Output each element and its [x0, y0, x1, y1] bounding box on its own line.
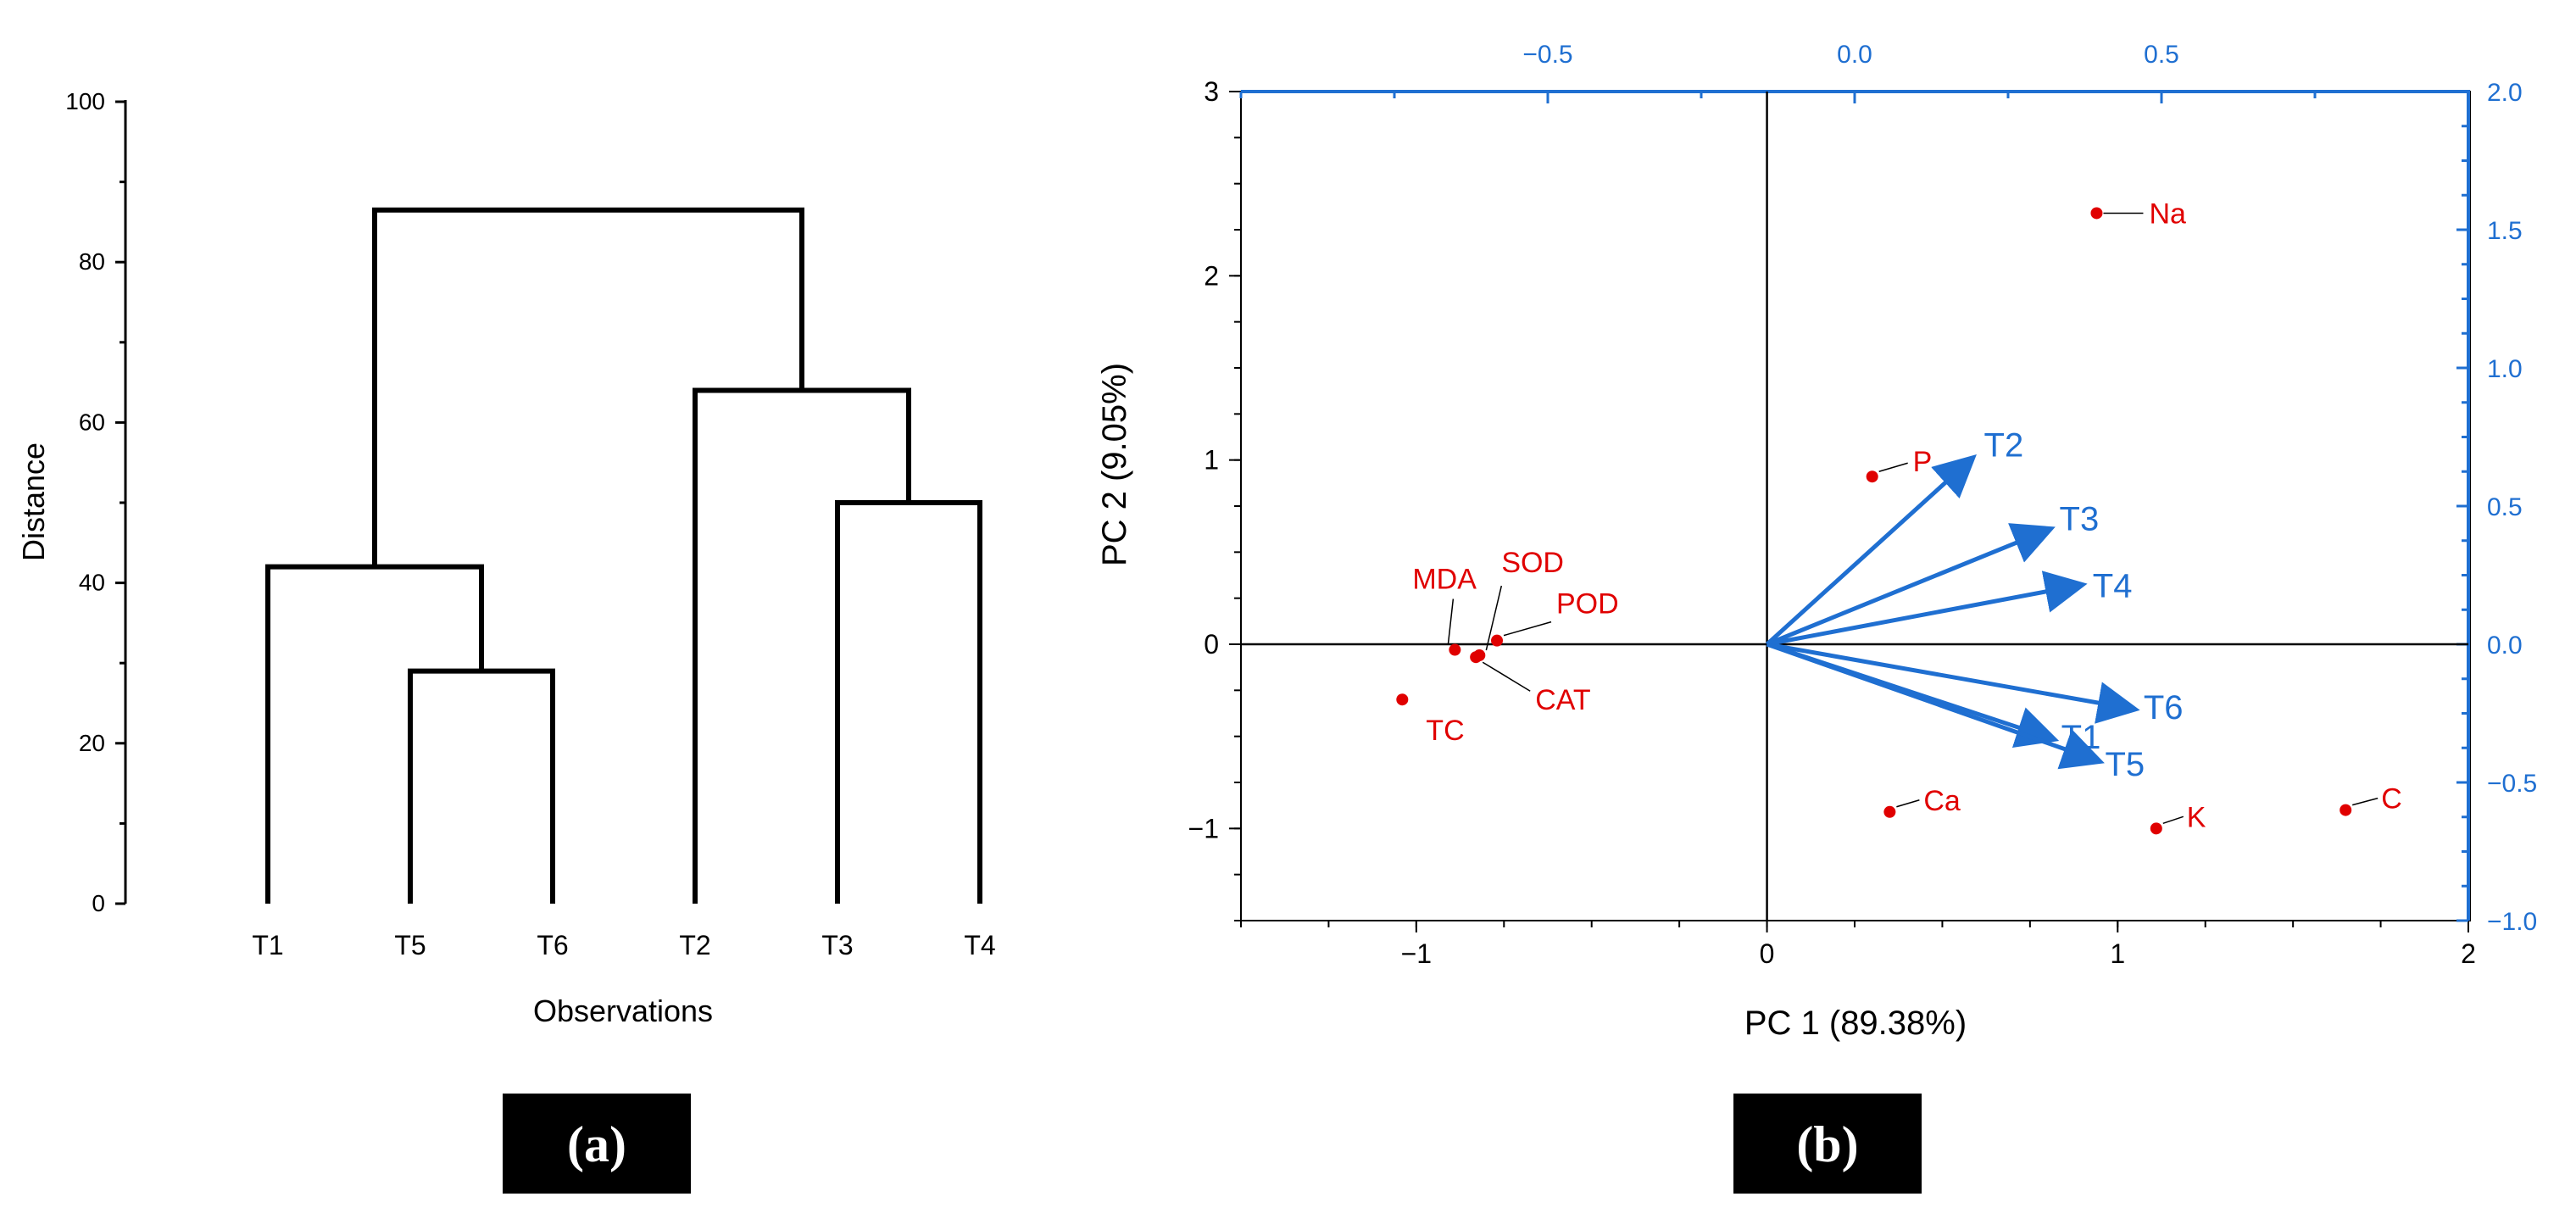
- point-label-mda: MDA: [1412, 564, 1477, 596]
- dendrogram-y-title: Distance: [16, 443, 51, 561]
- point-k: [2150, 822, 2162, 835]
- vector-t4: [1766, 571, 2088, 647]
- dendrogram-leaf-label: T2: [679, 930, 710, 960]
- dendrogram-leaf-label: T1: [252, 930, 283, 960]
- vector-t5: [1766, 642, 2105, 770]
- biplot-y-title: PC 2 (9.05%): [1096, 363, 1133, 566]
- dendrogram-leaf-label: T5: [394, 930, 426, 960]
- biplot-y-tick-label: 1: [1204, 445, 1219, 476]
- dendrogram-y-tick-label: 40: [79, 570, 105, 596]
- biplot-x-tick-label: 2: [2461, 938, 2476, 969]
- dendrogram-branch-c4: [693, 387, 911, 904]
- point-label-pod: POD: [1556, 588, 1619, 621]
- biplot-top-tick-label: 0.0: [1837, 41, 1872, 69]
- biplot-frame: [1240, 91, 2471, 921]
- biplot-x-title: PC 1 (89.38%): [1744, 1005, 1967, 1042]
- vector-t2: [1765, 454, 1977, 646]
- point-label-c: C: [2381, 783, 2402, 815]
- point-label-k: K: [2187, 801, 2206, 833]
- dendrogram-y-tick-label: 20: [79, 730, 105, 756]
- dendrogram-branch-c3: [835, 500, 982, 904]
- biplot-y-tick-label: −1: [1188, 813, 1219, 843]
- panel-label-a-text: (a): [567, 1116, 626, 1172]
- dendrogram-leaf-label: T4: [964, 930, 995, 960]
- biplot-y-tick-label: 0: [1204, 629, 1219, 660]
- biplot-right-tick-label: 0.5: [2487, 493, 2523, 521]
- point-ca: [1883, 805, 1896, 818]
- leader-line-sod: [1485, 585, 1503, 651]
- biplot-zero-lines: [1241, 92, 2468, 921]
- biplot-right-tick-label: −1.0: [2487, 908, 2537, 936]
- dendrogram-branch-c5: [372, 207, 804, 567]
- biplot-y-tick-label: 3: [1204, 76, 1219, 107]
- leader-line-cat: [1482, 661, 1531, 692]
- point-mda: [1449, 643, 1461, 656]
- biplot-x-tick-label: 0: [1760, 938, 1775, 969]
- point-na: [2090, 207, 2103, 220]
- dendrogram-x-title: Observations: [533, 994, 713, 1028]
- panel-label-b: (b): [1733, 1094, 1922, 1194]
- biplot-panel: −1 0 1 2 −1 0 1 2 3 −0.5 0.0 0.5 −1.0 −0.5 0.0 0.5 1.0 1.…: [1096, 41, 2537, 1042]
- biplot-top-tick-label: −0.5: [1522, 41, 1572, 69]
- leader-line-p: [1878, 462, 1908, 472]
- dendrogram-tree: [265, 207, 982, 904]
- vector-label-t6: T6: [2144, 689, 2184, 726]
- leader-line-ca: [1896, 799, 1920, 808]
- vector-label-t5: T5: [2105, 746, 2145, 783]
- biplot-right-tick-label: 0.0: [2487, 632, 2523, 660]
- biplot-top-tick-label: 0.5: [2144, 41, 2179, 69]
- vector-label-t4: T4: [2093, 567, 2133, 604]
- point-label-cat: CAT: [1535, 684, 1590, 716]
- biplot-right-tick-label: −0.5: [2487, 770, 2537, 798]
- point-cat: [1470, 651, 1483, 664]
- biplot-variable-points: Na P SOD MDA POD CAT TC Ca K C: [1396, 198, 2402, 835]
- biplot-ticks: −1 0 1 2 −1 0 1 2 3 −0.5 0.0 0.5 −1.0 −0.5 0.0 0.5 1.0 1.…: [1188, 41, 2538, 969]
- dendrogram-y-ticks: 0 20 40 60 80 100: [65, 88, 125, 916]
- point-c: [2340, 804, 2352, 816]
- leader-line-mda: [1447, 598, 1455, 645]
- vector-label-t3: T3: [2060, 500, 2100, 537]
- dendrogram-leaf-label: T3: [821, 930, 853, 960]
- dendrogram-y-tick-label: 60: [79, 409, 105, 435]
- point-label-ca: Ca: [1923, 785, 1961, 817]
- dendrogram-panel: 0 20 40 60 80 100 T1 T5 T6 T2 T3 T4 Observations D…: [16, 88, 996, 1028]
- biplot-right-tick-label: 1.0: [2487, 355, 2523, 383]
- vector-t3: [1766, 523, 2056, 647]
- point-tc: [1396, 693, 1409, 706]
- leader-line-k: [2162, 815, 2184, 825]
- point-pod: [1491, 634, 1504, 647]
- point-label-sod: SOD: [1501, 547, 1564, 579]
- leader-line-c: [2352, 797, 2378, 806]
- vector-label-t2: T2: [1984, 427, 2024, 465]
- panel-label-a: (a): [503, 1094, 691, 1194]
- point-label-na: Na: [2149, 198, 2186, 230]
- point-label-tc: TC: [1426, 715, 1464, 747]
- dendrogram-branch-c1: [408, 668, 555, 904]
- panel-label-b-text: (b): [1796, 1116, 1858, 1172]
- biplot-x-tick-label: 1: [2110, 938, 2125, 969]
- vector-t6: [1766, 642, 2140, 724]
- panel-label-a-box: [503, 1094, 691, 1194]
- dendrogram-leaf-label: T6: [537, 930, 568, 960]
- dendrogram-y-tick-label: 100: [65, 88, 105, 114]
- biplot-right-tick-label: 1.5: [2487, 217, 2523, 245]
- leader-line-pod: [1503, 621, 1552, 637]
- dendrogram-y-tick-label: 0: [92, 890, 105, 916]
- dendrogram-leaf-labels: T1 T5 T6 T2 T3 T4: [252, 930, 995, 960]
- biplot-right-tick-label: 2.0: [2487, 79, 2523, 107]
- dendrogram-branch-c2: [265, 564, 484, 904]
- biplot-y-tick-label: 2: [1204, 260, 1219, 291]
- point-p: [1866, 470, 1878, 483]
- panel-label-b-box: [1733, 1094, 1922, 1194]
- point-label-p: P: [1913, 446, 1933, 478]
- dendrogram-y-tick-label: 80: [79, 248, 105, 275]
- biplot-x-tick-label: −1: [1401, 938, 1432, 969]
